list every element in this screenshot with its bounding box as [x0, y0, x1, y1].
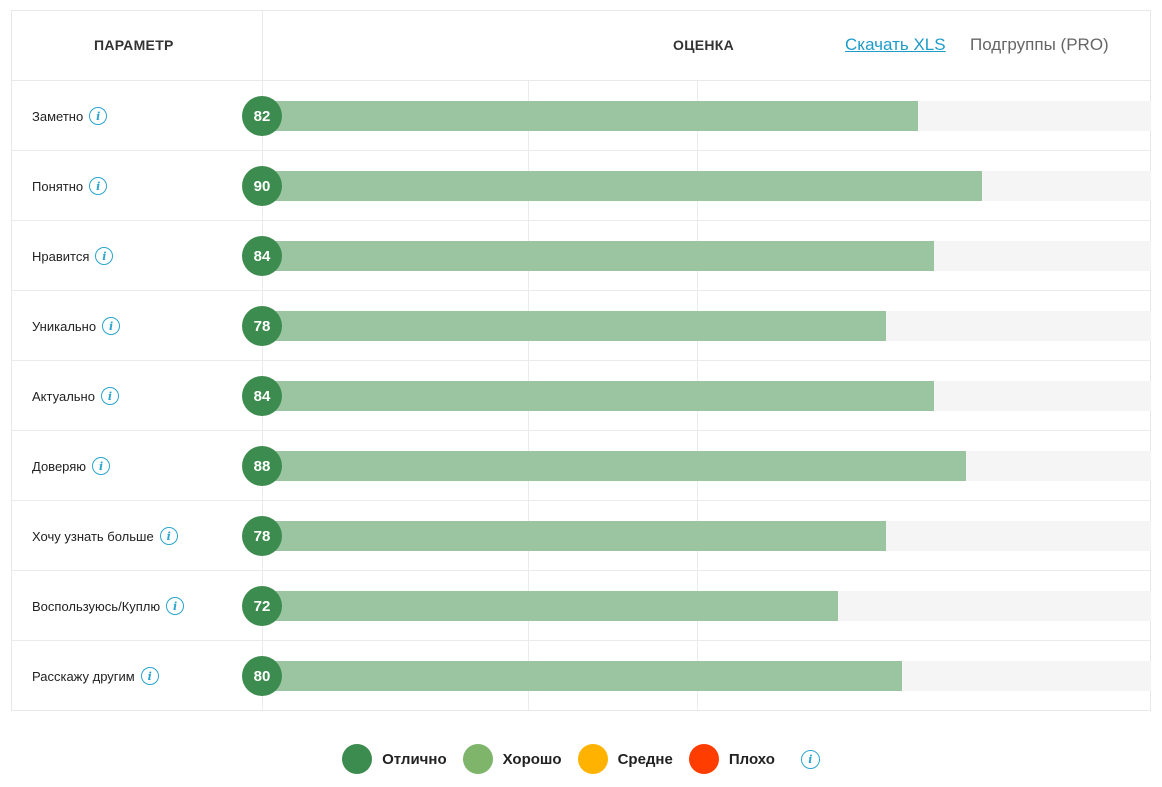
row-label-text: Расскажу другим: [32, 668, 135, 684]
score-bar-track: [262, 661, 1151, 691]
score-value: 78: [242, 306, 282, 346]
table-row: Заметно i 82: [12, 81, 1151, 151]
info-icon[interactable]: i: [95, 247, 114, 265]
legend-item: Хорошо: [462, 744, 562, 774]
score-bar-track: [262, 241, 1151, 271]
score-bar-track: [262, 101, 1151, 131]
table-row: Хочу узнать больше i 78: [12, 501, 1151, 571]
info-icon[interactable]: i: [166, 597, 185, 615]
row-label: Воспользуюсь/Куплю i: [32, 571, 185, 641]
row-label: Заметно i: [32, 81, 108, 151]
score-bar-track: [262, 381, 1151, 411]
score-bar-track: [262, 591, 1151, 621]
legend-color-dot: [688, 744, 719, 774]
row-label: Уникально i: [32, 291, 121, 361]
info-icon[interactable]: i: [100, 387, 119, 405]
row-label-text: Хочу узнать больше: [32, 528, 154, 544]
table-row: Нравится i 84: [12, 221, 1151, 291]
row-label: Актуально i: [32, 361, 119, 431]
score-value: 88: [242, 446, 282, 486]
row-label-text: Понятно: [32, 178, 84, 194]
score-bar-fill: [262, 171, 982, 201]
score-bar-fill: [262, 311, 886, 341]
info-icon[interactable]: i: [89, 177, 108, 195]
info-icon[interactable]: i: [92, 457, 111, 475]
score-bar-fill: [262, 241, 934, 271]
row-label-text: Уникально: [32, 318, 97, 334]
info-icon[interactable]: i: [102, 317, 121, 335]
score-bar-fill: [262, 101, 918, 131]
score-bar-fill: [262, 451, 966, 481]
legend-item: Плохо: [688, 744, 775, 774]
row-label-text: Доверяю: [32, 458, 87, 474]
info-icon[interactable]: i: [159, 527, 178, 545]
score-value: 78: [242, 516, 282, 556]
legend-item: Отлично: [342, 744, 447, 774]
table-row: Воспользуюсь/Куплю i 72: [12, 571, 1151, 641]
score-bar-track: [262, 451, 1151, 481]
row-label: Понятно i: [32, 151, 108, 221]
score-bar-fill: [262, 661, 902, 691]
param-column-header: ПАРАМЕТР: [94, 37, 174, 53]
score-value: 90: [242, 166, 282, 206]
table-row: Расскажу другим i 80: [12, 641, 1151, 711]
download-xls-link[interactable]: Скачать XLS: [845, 35, 946, 54]
score-value: 84: [242, 376, 282, 416]
legend-label: Отлично: [382, 750, 447, 768]
legend-color-dot: [577, 744, 608, 774]
table-row: Доверяю i 88: [12, 431, 1151, 501]
legend-label: Средне: [617, 750, 673, 768]
score-value: 80: [242, 656, 282, 696]
score-bar-track: [262, 521, 1151, 551]
legend-color-dot: [342, 744, 373, 774]
legend-label: Плохо: [728, 750, 775, 768]
legend-info-icon[interactable]: i: [800, 749, 820, 769]
legend: Отлично Хорошо Средне Плохо i: [0, 742, 1162, 776]
scores-table: ПАРАМЕТР ОЦЕНКА Скачать XLS Подгруппы (P…: [11, 10, 1151, 711]
score-bar-fill: [262, 381, 934, 411]
row-label: Хочу узнать больше i: [32, 501, 178, 571]
legend-item: Средне: [577, 744, 673, 774]
legend-label: Хорошо: [502, 750, 562, 768]
row-label-text: Актуально: [32, 388, 95, 404]
info-icon[interactable]: i: [89, 107, 108, 125]
row-label-text: Нравится: [32, 248, 90, 264]
row-label: Расскажу другим i: [32, 641, 159, 711]
score-bar-fill: [262, 591, 838, 621]
legend-color-dot: [462, 744, 493, 774]
row-label-text: Заметно: [32, 108, 84, 124]
score-column-header: ОЦЕНКА: [673, 37, 735, 53]
score-value: 82: [242, 96, 282, 136]
score-bar-fill: [262, 521, 886, 551]
table-row: Уникально i 78: [12, 291, 1151, 361]
score-bar-track: [262, 311, 1151, 341]
score-bar-track: [262, 171, 1151, 201]
info-icon[interactable]: i: [140, 667, 159, 685]
row-label: Доверяю i: [32, 431, 111, 501]
subgroups-pro-link[interactable]: Подгруппы (PRO): [970, 35, 1109, 54]
score-value: 72: [242, 586, 282, 626]
table-row: Актуально i 84: [12, 361, 1151, 431]
row-label-text: Воспользуюсь/Куплю: [32, 598, 161, 614]
score-value: 84: [242, 236, 282, 276]
table-row: Понятно i 90: [12, 151, 1151, 221]
table-header: ПАРАМЕТР ОЦЕНКА Скачать XLS Подгруппы (P…: [12, 11, 1150, 81]
row-label: Нравится i: [32, 221, 114, 291]
